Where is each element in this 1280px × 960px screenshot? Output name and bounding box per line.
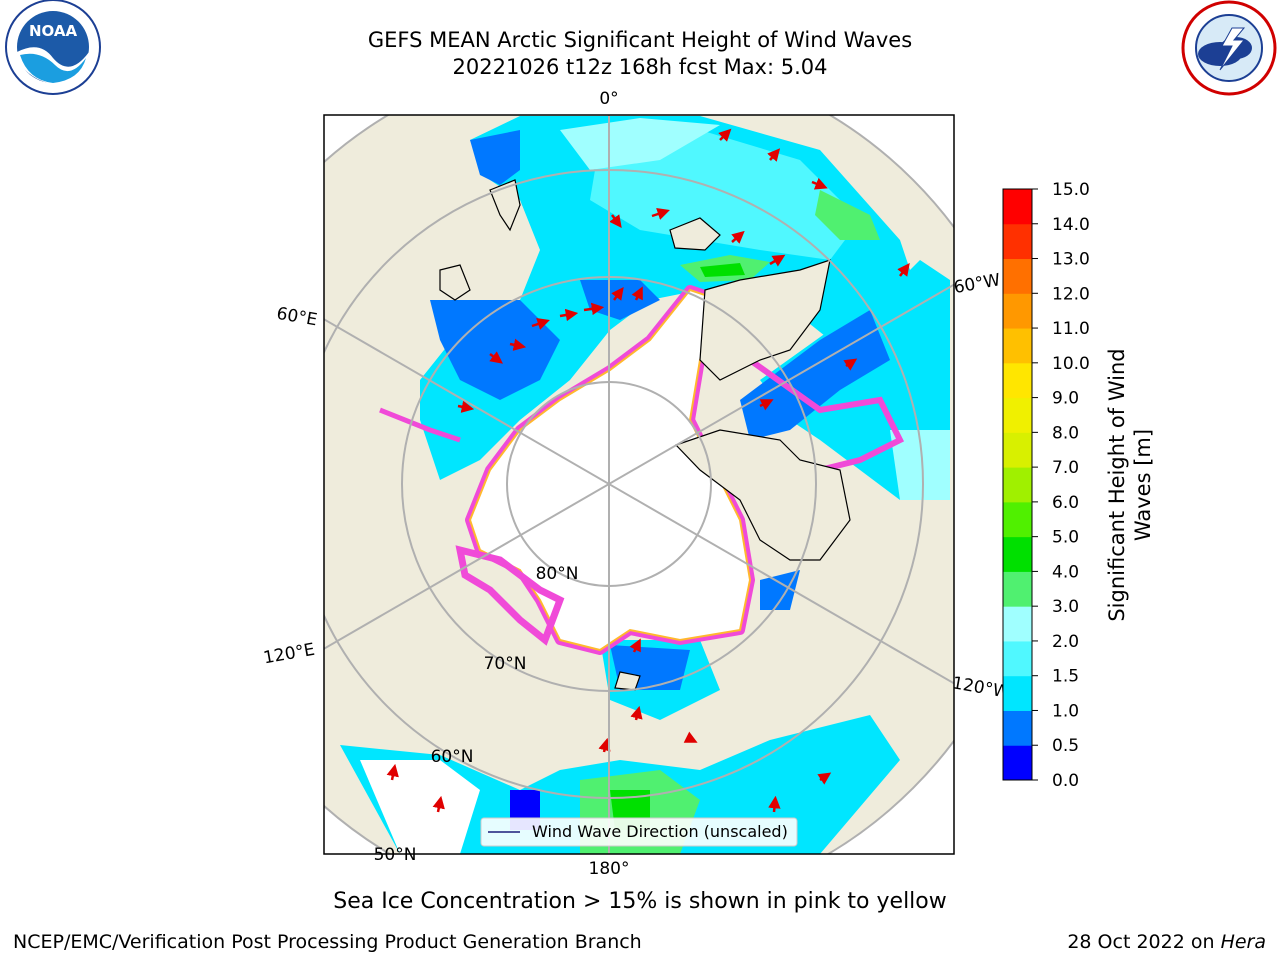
colorbar-frame (1002, 188, 1033, 781)
colorbar-tick-label: 13.0 (1052, 250, 1090, 270)
noaa-logo-icon: NOAA (5, 0, 101, 95)
colorbar-tick-label: 3.0 (1052, 597, 1079, 617)
footer-date: 28 Oct 2022 on Hera (1067, 931, 1266, 953)
colorbar-bin (1003, 710, 1032, 746)
meridian-label-0: 0° (599, 89, 618, 109)
meridian-label-60w: 60°W (952, 270, 1002, 298)
colorbar-bin (1003, 467, 1032, 503)
noaa-logo-text: NOAA (29, 22, 78, 40)
colorbar-tick-label: 5.0 (1052, 528, 1079, 548)
meridian-label-180: 180° (589, 859, 630, 879)
colorbar-tick-label: 1.0 (1052, 701, 1079, 721)
legend-label: Wind Wave Direction (unscaled) (532, 822, 788, 841)
meridian-label-120e: 120°E (262, 640, 316, 669)
colorbar-bin (1003, 501, 1032, 538)
colorbar-tick-label: 9.0 (1052, 389, 1079, 409)
footer-credit: NCEP/EMC/Verification Post Processing Pr… (13, 931, 642, 953)
sea-ice-note: Sea Ice Concentration > 15% is shown in … (333, 889, 947, 914)
colorbar-bin (1003, 675, 1032, 711)
colorbar-bin (1003, 571, 1032, 607)
footer-host: Hera (1220, 931, 1266, 953)
meridian-label-120w: 120°W (951, 673, 1012, 703)
meridian-label-60e: 60°E (275, 304, 319, 331)
chart-title: GEFS MEAN Arctic Significant Height of W… (367, 28, 913, 52)
nws-logo-icon (1181, 0, 1277, 96)
colorbar-bin (1003, 362, 1032, 399)
colorbar-tick-label: 15.0 (1052, 180, 1090, 200)
colorbar-bin (1003, 293, 1032, 329)
colorbar-tick-label: 11.0 (1052, 319, 1090, 339)
map-frame (323, 114, 955, 855)
parallel-label-50n: 50°N (374, 845, 417, 865)
wind-wave-arrows (386, 128, 910, 813)
colorbar-bin (1003, 223, 1032, 260)
colorbar-bin (1003, 640, 1032, 677)
land-masses (439, 179, 851, 691)
colorbar-tick-label: 14.0 (1052, 215, 1090, 235)
colorbar-bin (1003, 189, 1032, 225)
parallel-label-60n: 60°N (431, 747, 474, 767)
colorbar-bin (1003, 258, 1032, 294)
colorbar-label-line1: Significant Height of Wind (1105, 348, 1129, 621)
colorbar: 0.0 0.5 1.0 1.5 2.0 3.0 4.0 5.0 6.0 7.0 8.0 9.0 10.0… (1002, 180, 1090, 791)
legend: Wind Wave Direction (unscaled) (480, 817, 798, 847)
colorbar-tick-label: 10.0 (1052, 354, 1090, 374)
colorbar-tick-label: 0.0 (1052, 771, 1079, 791)
colorbar-bin (1003, 328, 1032, 364)
colorbar-bin (1003, 536, 1032, 572)
colorbar-tick-label: 2.0 (1052, 632, 1079, 652)
colorbar-bin (1003, 397, 1032, 433)
colorbar-bin (1003, 606, 1032, 642)
colorbar-tick-label: 6.0 (1052, 493, 1079, 513)
colorbar-tick-label: 4.0 (1052, 562, 1079, 582)
parallel-label-80n: 80°N (536, 564, 579, 584)
colorbar-label-line2: Waves [m] (1131, 429, 1155, 541)
colorbar-tick-label: 0.5 (1052, 736, 1079, 756)
parallel-label-70n: 70°N (484, 654, 527, 674)
colorbar-tick-label: 1.5 (1052, 667, 1079, 687)
colorbar-tick-label: 7.0 (1052, 458, 1079, 478)
colorbar-tick-label: 8.0 (1052, 423, 1079, 443)
chart-subtitle: 20221026 t12z 168h fcst Max: 5.04 (452, 55, 828, 79)
graticule (324, 115, 954, 854)
colorbar-bin (1003, 432, 1032, 468)
colorbar-bin (1003, 745, 1032, 781)
footer-date-text: 28 Oct 2022 on (1067, 931, 1221, 953)
atlantic-waves-area (420, 116, 920, 480)
colorbar-tick-label: 12.0 (1052, 284, 1090, 304)
